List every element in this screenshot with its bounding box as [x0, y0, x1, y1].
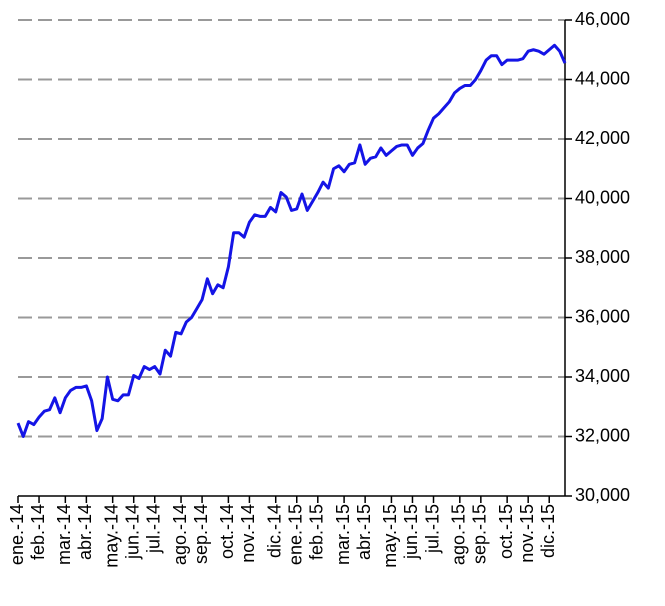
x-tick-label: jun.-14 — [122, 504, 142, 560]
x-tick-label: dic.-15 — [538, 504, 558, 558]
x-tick-label: sep.-14 — [191, 504, 211, 564]
y-tick-label: 46,000 — [575, 9, 630, 29]
y-tick-label: 34,000 — [575, 366, 630, 386]
x-tick-label: jun.-15 — [401, 504, 421, 560]
x-tick-label: ago.-15 — [449, 504, 469, 565]
y-tick-label: 38,000 — [575, 247, 630, 267]
y-tick-label: 36,000 — [575, 306, 630, 326]
x-tick-label: mar.-15 — [333, 504, 353, 565]
y-tick-label: 44,000 — [575, 68, 630, 88]
y-tick-label: 30,000 — [575, 485, 630, 505]
x-tick-label: abr.-14 — [75, 504, 95, 560]
y-tick-label: 32,000 — [575, 425, 630, 445]
x-tick-label: may.-15 — [380, 504, 400, 568]
x-tick-label: may.-14 — [101, 504, 121, 568]
x-tick-label: sep.-15 — [470, 504, 490, 564]
x-tick-label: oct.-14 — [217, 504, 237, 559]
x-tick-label: jul.-14 — [144, 504, 164, 554]
x-tick-label: abr.-15 — [354, 504, 374, 560]
x-tick-label: feb.-15 — [307, 504, 327, 560]
x-tick-label: nov.-14 — [238, 504, 258, 563]
x-tick-label: mar.-14 — [54, 504, 74, 565]
x-tick-label: oct.-15 — [496, 504, 516, 559]
x-tick-label: ene.-15 — [286, 504, 306, 565]
x-tick-label: jul.-15 — [422, 504, 442, 554]
x-tick-label: ene.-14 — [7, 504, 27, 565]
data-line — [16, 43, 567, 438]
y-tick-label: 40,000 — [575, 187, 630, 207]
y-tick-label: 42,000 — [575, 128, 630, 148]
x-tick-label: feb.-14 — [28, 504, 48, 560]
x-tick-label: ago.-14 — [170, 504, 190, 565]
x-tick-label: dic.-14 — [264, 504, 284, 558]
x-tick-label: nov.-15 — [517, 504, 537, 563]
